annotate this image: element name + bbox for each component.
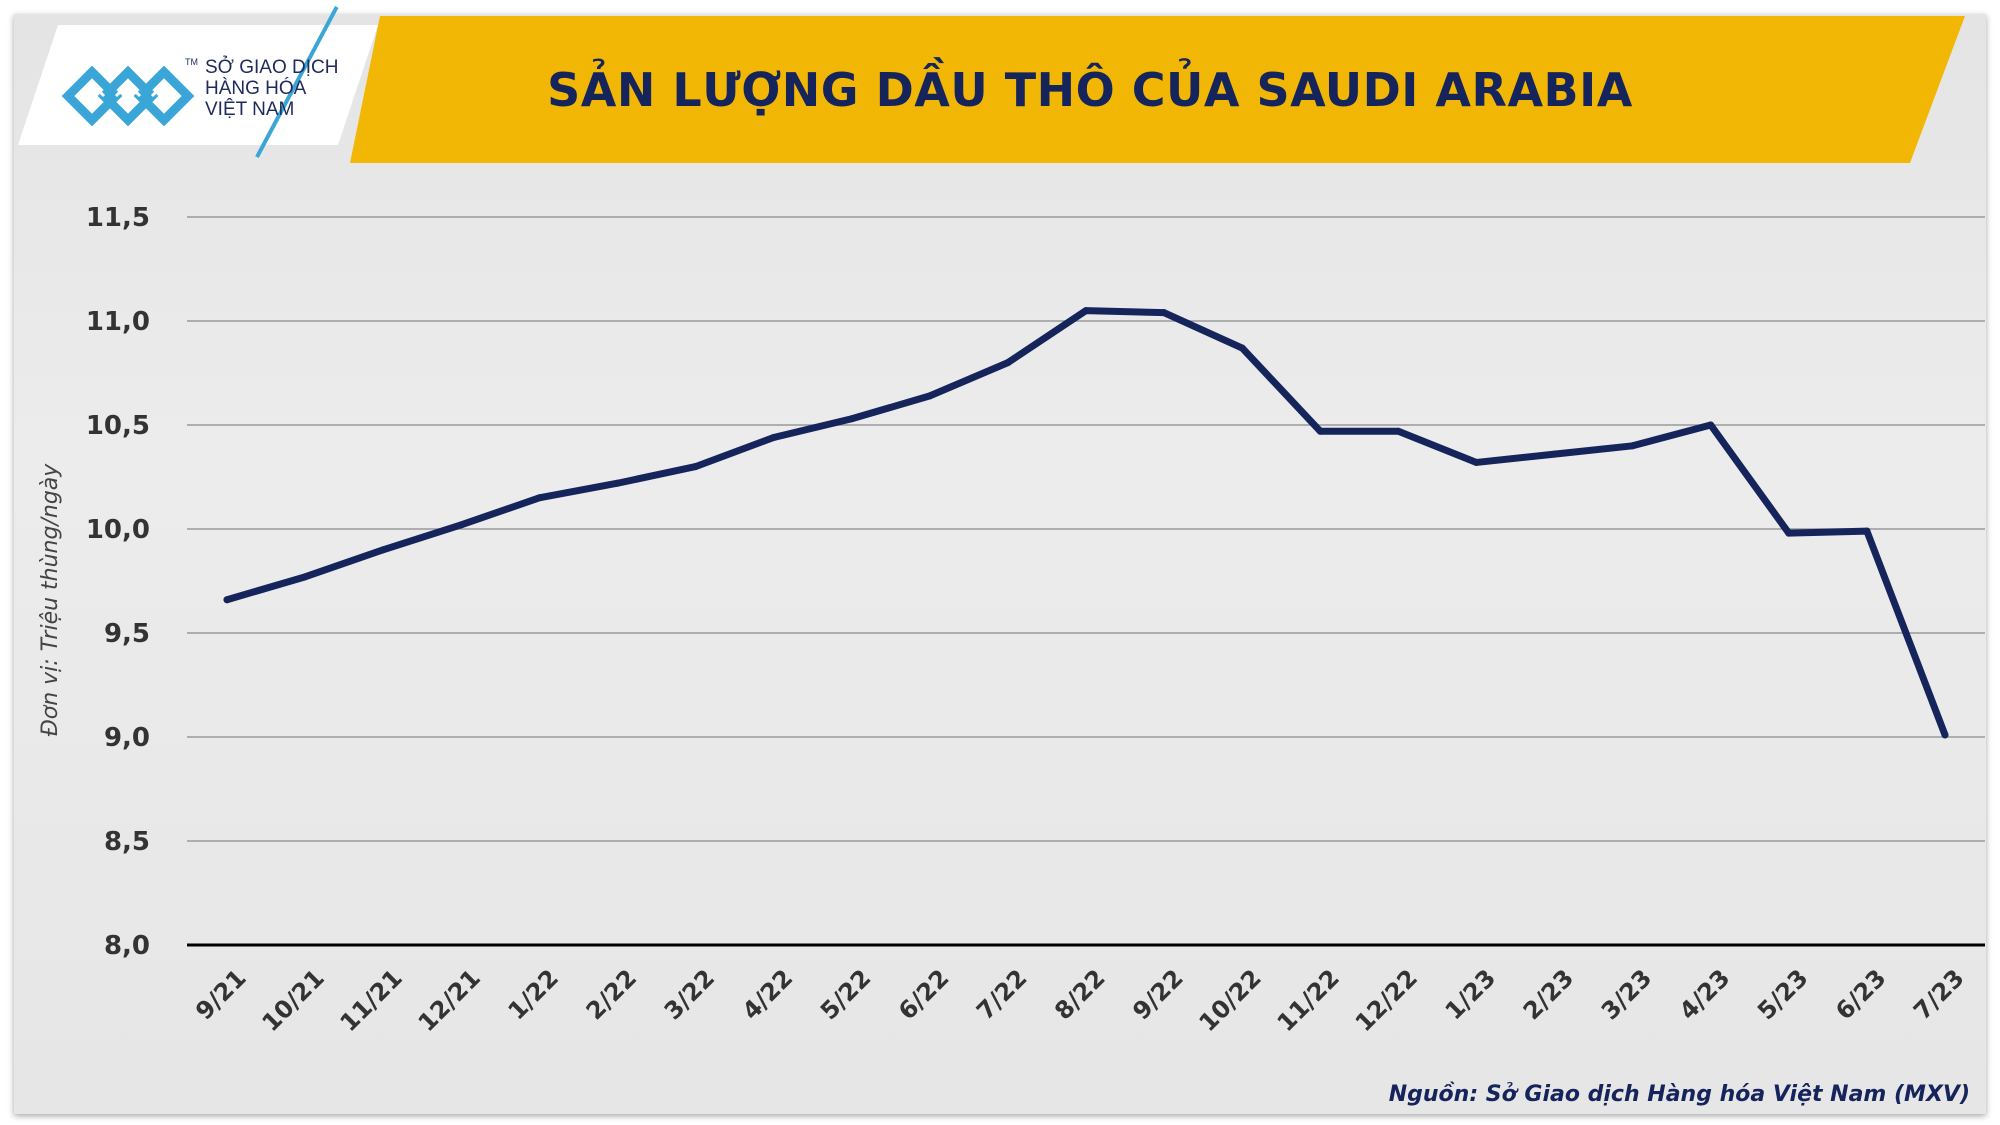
- data-point: [1238, 344, 1246, 352]
- y-tick-label: 9,5: [104, 619, 150, 649]
- data-point: [770, 433, 778, 441]
- logo-line-2: HÀNG HÓA: [205, 78, 307, 99]
- x-tick-label: 10/22: [1194, 964, 1267, 1037]
- data-point: [535, 494, 543, 502]
- x-tick-label: 4/23: [1674, 964, 1735, 1025]
- source-note: Nguồn: Sở Giao dịch Hàng hóa Việt Nam (M…: [1388, 1082, 1970, 1107]
- y-tick-label: 11,0: [86, 307, 150, 337]
- data-point: [926, 392, 934, 400]
- logo-line-3: VIỆT NAM: [205, 99, 295, 120]
- x-tick-label: 1/22: [503, 964, 564, 1025]
- data-point: [1472, 458, 1480, 466]
- logo-line-1: SỞ GIAO DỊCH: [205, 57, 339, 78]
- data-point: [301, 573, 309, 581]
- data-point: [1863, 527, 1871, 535]
- x-tick-label: 9/21: [190, 964, 251, 1025]
- x-tick-label: 8/22: [1049, 964, 1110, 1025]
- x-tick-label: 6/22: [893, 964, 954, 1025]
- x-tick-label: 3/23: [1596, 964, 1657, 1025]
- logo-icon: [62, 65, 195, 127]
- data-point: [1004, 359, 1012, 367]
- y-tick-label: 9,0: [104, 723, 150, 753]
- chart-title: SẢN LƯỢNG DẦU THÔ CỦA SAUDI ARABIA: [547, 62, 1633, 117]
- logo-trademark: TM: [185, 57, 198, 67]
- y-axis-label: Đơn vị: Triệu thùng/ngày: [38, 463, 63, 737]
- x-tick-label: 1/23: [1440, 964, 1501, 1025]
- data-point: [1082, 307, 1090, 315]
- data-point: [1785, 529, 1793, 537]
- x-tick-label: 11/22: [1272, 964, 1345, 1037]
- data-point: [1394, 427, 1402, 435]
- data-point: [1629, 442, 1637, 450]
- x-tick-label: 3/22: [659, 964, 720, 1025]
- series-group: [223, 307, 1949, 739]
- data-point: [457, 521, 465, 529]
- x-tick-label: 5/23: [1752, 964, 1813, 1025]
- data-point: [1551, 450, 1559, 458]
- x-tick-label: 11/21: [335, 964, 408, 1037]
- data-point: [1160, 309, 1168, 317]
- series-line: [223, 307, 1949, 739]
- y-tick-label: 8,5: [104, 827, 150, 857]
- x-tick-labels: 9/21 10/21 11/21 12/21 1/22 2/22 3/22 4/22 5/22 6…: [190, 964, 1969, 1037]
- x-tick-label: 12/22: [1350, 964, 1423, 1037]
- data-point: [223, 596, 231, 604]
- x-tick-label: 9/22: [1127, 964, 1188, 1025]
- x-tick-label: 5/22: [815, 964, 876, 1025]
- data-point: [613, 479, 621, 487]
- data-point: [1941, 731, 1949, 739]
- data-point: [848, 415, 856, 423]
- x-tick-label: 10/21: [257, 964, 330, 1037]
- x-tick-label: 4/22: [737, 964, 798, 1025]
- x-tick-label: 7/22: [971, 964, 1032, 1025]
- y-tick-label: 8,0: [104, 931, 150, 961]
- x-tick-label: 6/23: [1830, 964, 1891, 1025]
- x-tick-label: 2/22: [581, 964, 642, 1025]
- gridlines: [187, 216, 1985, 947]
- y-tick-label: 10,0: [86, 515, 150, 545]
- data-point: [692, 463, 700, 471]
- data-point: [1707, 421, 1715, 429]
- y-tick-label: 11,5: [86, 203, 150, 233]
- y-tick-label: 10,5: [86, 411, 150, 441]
- title-banner: [350, 16, 1965, 163]
- x-tick-label: 7/23: [1908, 964, 1969, 1025]
- y-tick-labels: 11,5 11,0 10,5 10,0 9,5 9,0 8,5 8,0: [86, 203, 150, 961]
- logo-text: SỞ GIAO DỊCH HÀNG HÓA VIỆT NAM: [205, 57, 375, 120]
- x-tick-label: 12/21: [413, 964, 486, 1037]
- x-tick-label: 2/23: [1518, 964, 1579, 1025]
- data-point: [1316, 427, 1324, 435]
- data-point: [379, 546, 387, 554]
